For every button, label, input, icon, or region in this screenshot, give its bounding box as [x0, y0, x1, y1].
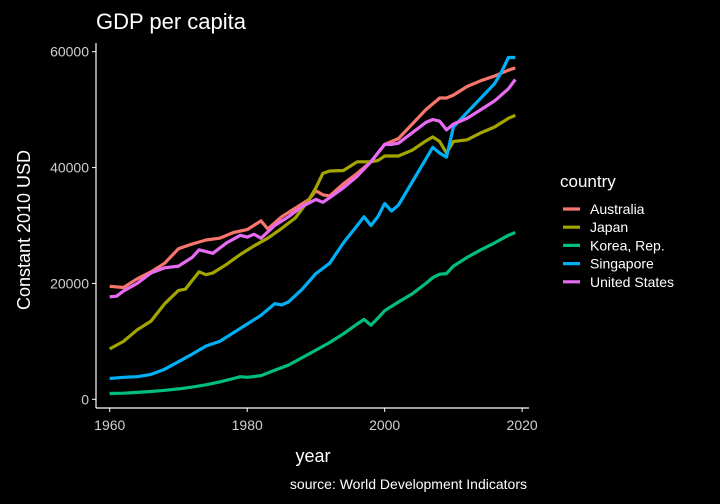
- series-line-3: [109, 55, 516, 381]
- x-tick-label: 2000: [369, 417, 400, 433]
- series-line-2: [109, 231, 516, 396]
- x-axis-ticks: 1960 1980 2000 2020: [94, 408, 538, 433]
- x-tick-label: 1960: [94, 417, 125, 433]
- chart-title: GDP per capita: [96, 9, 247, 34]
- series-line-0: [109, 66, 516, 290]
- legend: country Australia Japan Korea, Rep. Singapo…: [560, 172, 674, 290]
- legend-label-1: Japan: [590, 219, 628, 235]
- series-lines: [108, 55, 517, 396]
- chart-caption: source: World Development Indicators: [290, 476, 527, 492]
- legend-label-4: United States: [590, 274, 674, 290]
- x-tick-label: 2020: [507, 417, 538, 433]
- y-tick-label: 60000: [50, 44, 89, 60]
- series-line-4: [109, 78, 517, 299]
- x-axis-title: year: [295, 446, 330, 466]
- x-tick-label: 1980: [232, 417, 263, 433]
- y-tick-label: 20000: [50, 275, 89, 291]
- legend-label-3: Singapore: [590, 256, 654, 272]
- legend-label-2: Korea, Rep.: [590, 237, 665, 253]
- legend-label-0: Australia: [590, 201, 645, 217]
- y-tick-label: 0: [81, 391, 89, 407]
- y-tick-label: 40000: [50, 160, 89, 176]
- y-axis-ticks: 0 20000 40000 60000: [50, 44, 96, 407]
- y-axis-title: Constant 2010 USD: [14, 150, 34, 310]
- legend-title: country: [560, 172, 616, 191]
